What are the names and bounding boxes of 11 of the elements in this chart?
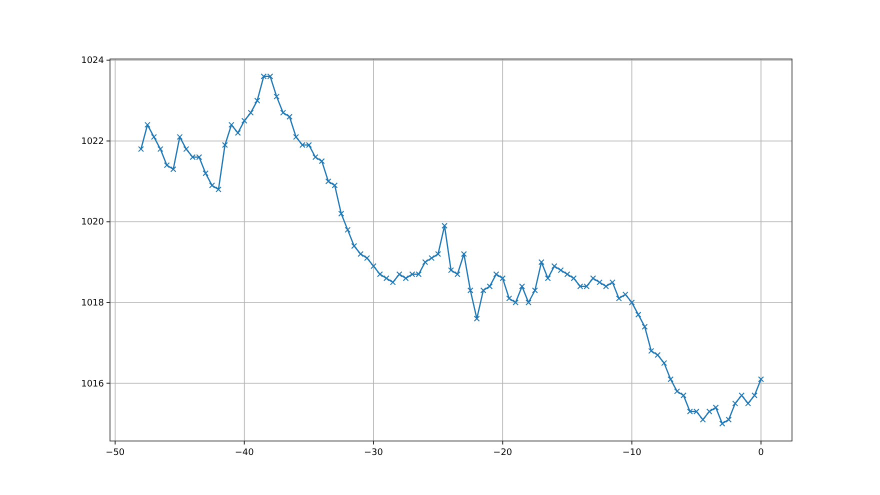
x-tick-label: −10 <box>622 448 642 458</box>
x-tick-label: −40 <box>234 448 254 458</box>
x-tick-label: −20 <box>493 448 512 458</box>
y-tick-label: 1016 <box>81 379 104 390</box>
x-tick-label: 0 <box>758 448 764 458</box>
y-tick-label: 1022 <box>81 136 104 147</box>
y-tick-label: 1018 <box>81 298 104 308</box>
y-tick-label: 1020 <box>81 218 104 228</box>
x-tick-label: −30 <box>364 448 384 458</box>
x-tick-label: −50 <box>106 448 125 458</box>
y-tick-label: 1024 <box>81 56 104 66</box>
